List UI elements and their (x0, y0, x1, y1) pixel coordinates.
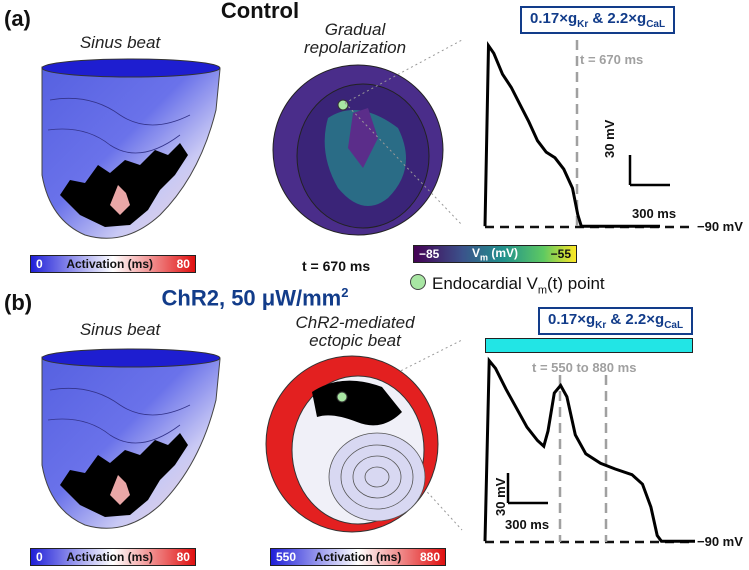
vm-colorbar-max: −55 (550, 247, 571, 261)
panel-b-label: (b) (4, 290, 33, 315)
activation-colorbar-b: 0 Activation (ms) 80 (30, 548, 196, 566)
trace-b-mv-label: 30 mV (493, 477, 508, 516)
colorbar-a-max: 80 (176, 257, 190, 271)
activation-colorbar-a: 0 Activation (ms) 80 (30, 255, 196, 273)
trace-b-rest-label: −90 mV (697, 534, 743, 549)
vm-colorbar-label: Vm (mV) (471, 245, 519, 263)
trace-a-time-text: t = 670 ms (580, 52, 644, 67)
colorbar-a-label: Activation (ms) (66, 257, 153, 271)
panel-a-title: Control (220, 0, 300, 23)
heart-repolarization-image (272, 64, 444, 236)
vm-colorbar-min: −85 (419, 247, 440, 261)
panel-a-sinus-caption: Sinus beat (79, 33, 161, 52)
panel-b-mid-caption-1: ChR2-mediated (295, 313, 415, 332)
panel-a-condition-box: 0.17×gKr & 2.2×gCaL (520, 6, 676, 34)
legend-marker-icon (410, 274, 426, 290)
heart-ectopic-image (265, 355, 439, 533)
ectopic-colorbar-label: Activation (ms) (314, 550, 402, 564)
trace-a-mv-label: 30 mV (602, 119, 617, 158)
colorbar-a-min: 0 (36, 257, 43, 271)
panel-b-mid-caption-2: ectopic beat (309, 331, 401, 350)
heart-sinus-b-image (41, 348, 221, 529)
trace-b-chart (483, 356, 695, 544)
ectopic-colorbar-max: 880 (419, 550, 440, 564)
panel-a-mid-caption-1: Gradual (324, 20, 386, 39)
colorbar-b-label: Activation (ms) (66, 550, 153, 564)
trace-a-chart (483, 40, 695, 229)
panel-a-time-label: t = 670 ms (302, 258, 371, 274)
panel-b-title: ChR2, 50 μW/mm2 (161, 285, 349, 311)
vm-colorbar: −85 Vm (mV) −55 (413, 245, 577, 263)
trace-a-rest-label: −90 mV (697, 219, 743, 234)
ectopic-colorbar-min: 550 (276, 550, 297, 564)
colorbar-b-min: 0 (36, 550, 43, 564)
colorbar-b-max: 80 (176, 550, 190, 564)
panel-b-sinus-caption: Sinus beat (79, 320, 161, 339)
stimulus-bar (485, 338, 693, 353)
trace-a-ms-label: 300 ms (632, 206, 677, 221)
panel-a-mid-caption-2: repolarization (303, 38, 407, 57)
panel-b-condition-box: 0.17×gKr & 2.2×gCaL (538, 307, 694, 335)
heart-sinus-a-image (41, 58, 221, 239)
trace-a-line (483, 41, 660, 228)
legend-endocardial: Endocardial Vm(t) point (410, 274, 605, 296)
endocardial-marker-b (336, 391, 348, 403)
ectopic-colorbar: 550 Activation (ms) 880 (270, 548, 446, 566)
trace-b-line (483, 356, 695, 543)
panel-a-label: (a) (4, 6, 31, 31)
trace-b-time-text: t = 550 to 880 ms (532, 360, 637, 375)
trace-b-ms-label: 300 ms (505, 517, 550, 532)
